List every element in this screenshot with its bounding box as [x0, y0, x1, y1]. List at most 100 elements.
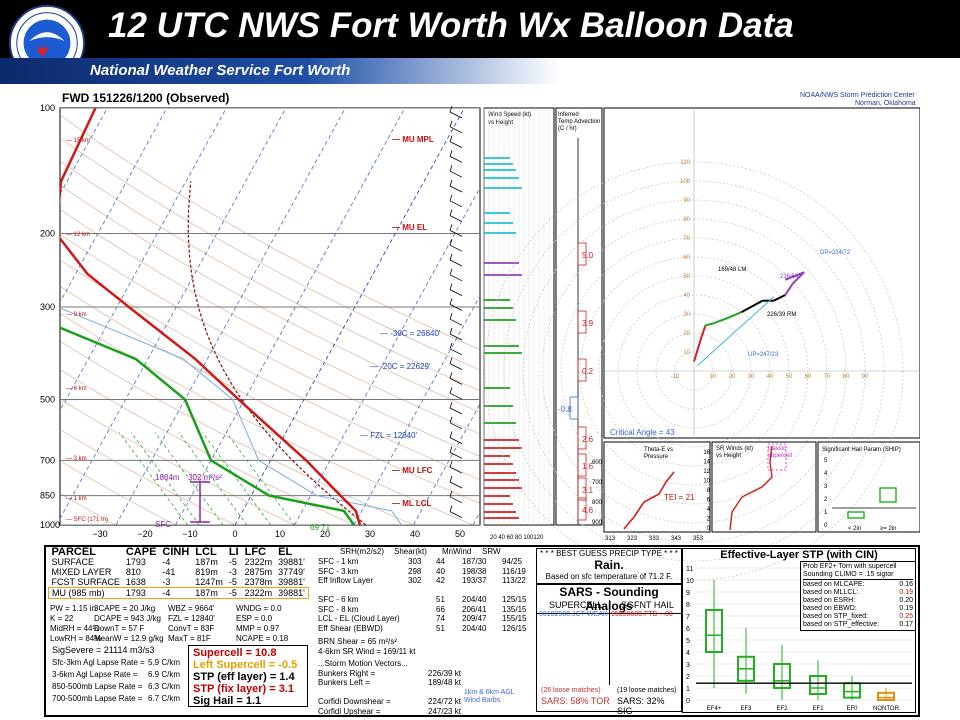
- kinematic-row: LCL - EL (Cloud Layer) 74 209/47 155/15: [318, 614, 532, 624]
- hodograph-trace: [784, 283, 794, 296]
- parcel-cell: -5: [228, 588, 237, 598]
- lapse-label: 3-6km Agl Lapse Rate =: [52, 670, 138, 679]
- kinematic-row: SFC - 1 km 303 44 187/30 94/25: [318, 557, 532, 567]
- parcel-cell: -3: [162, 577, 171, 587]
- stp-y-label: 1: [686, 686, 690, 693]
- critical-angle-line: [697, 296, 775, 366]
- wetbulb-trace: [60, 307, 403, 525]
- sars-col-supercell: SUPERCELL: [549, 600, 603, 610]
- wind-barb-flag: [449, 120, 453, 127]
- parcel-table: PARCEL CAPE CINH LCL LI LFC EL SURFACE 17…: [48, 547, 310, 599]
- wind-barb-flag: [449, 239, 453, 246]
- mixing-ratio-line: [130, 432, 200, 525]
- wind-barb-flag: [449, 416, 453, 423]
- wind-barb: [449, 156, 463, 163]
- theta-x-label: 343: [671, 536, 682, 542]
- kinematic-cell: 198/38: [462, 566, 487, 576]
- wind-barb-flag: [449, 194, 453, 201]
- critical-angle-label: Critical Angle = 43: [610, 428, 675, 437]
- wind-barb: [449, 170, 463, 178]
- lapse-row: 700-500mb Lapse Rate = 6.7 C/km: [52, 693, 192, 705]
- wind-barb: [449, 274, 463, 282]
- kinematic-cell: 44: [436, 557, 445, 566]
- precip-title: * * * BEST GUESS PRECIP TYPE * * *: [540, 549, 678, 558]
- stp-box: [705, 609, 723, 653]
- page-title: 12 UTC NWS Fort Worth Wx Balloon Data: [108, 6, 794, 45]
- ship-y-label: 3: [824, 484, 828, 490]
- hodo-y-tick: 40: [683, 293, 690, 299]
- parcel-cell: -5: [228, 557, 237, 567]
- advection-bar: [569, 396, 579, 420]
- title-banner: [0, 0, 960, 58]
- stp-legend-row: based on EBWD: 0.19: [803, 605, 913, 613]
- skewt-header: FWD 151226/1200 (Observed): [62, 91, 230, 105]
- stp-legend-row: based on STP_fixed: 0.25: [803, 613, 913, 621]
- col-header: LCL: [195, 546, 217, 558]
- sars-box: SARS - Sounding Analogs SUPERCELL SGFNT …: [536, 584, 682, 716]
- kinematic-cell: 135/15: [502, 604, 527, 614]
- inflow-height-label: 1884m: [155, 473, 180, 482]
- stp-y-label: 7: [686, 614, 690, 621]
- hodo-y-tick: 90: [683, 198, 690, 204]
- advection-value: 2.6: [582, 435, 594, 444]
- parcel-level-label: — MU MPL: [392, 135, 434, 144]
- storm-motion-title: ...Storm Motion Vectors...: [318, 659, 408, 668]
- stp-y-label: 6: [686, 626, 690, 633]
- isotherm-line: [353, 295, 480, 525]
- wind-barb-flag: [449, 283, 453, 290]
- sars-match-2-val: +.00: [659, 611, 673, 618]
- wind-barb-flag: [449, 209, 453, 216]
- parcel-cell: 39881': [278, 577, 305, 587]
- height-label: — 12 km: [66, 232, 90, 238]
- advection-value: 1.6: [582, 462, 594, 471]
- wind-barb-flag: [449, 313, 453, 320]
- skewt-plot: [60, 108, 480, 525]
- wind-barb-flag: [449, 490, 453, 497]
- storm-motion-label: Bunkers Left =: [318, 678, 370, 687]
- hodo-mean-label: 216/54: [780, 274, 799, 280]
- advection-value: 3.9: [582, 319, 594, 328]
- ship-frame: [817, 441, 920, 533]
- mixing-ratio-line: [154, 432, 224, 525]
- wind-axis-label: 20 40 60 80 100120: [490, 535, 544, 541]
- height-label: — 1 km: [66, 496, 87, 502]
- wind-panel-title: vs Height: [488, 120, 513, 126]
- dry-adiabat: [60, 234, 480, 457]
- hodo-y-tick: 20: [683, 331, 690, 337]
- pressure-tick-label: 850: [40, 491, 55, 501]
- advection-title: Inferred: [558, 112, 579, 118]
- misc-value: MidRH = 44%: [50, 624, 100, 633]
- isotherm-line: [413, 403, 480, 525]
- advection-bar: [577, 310, 587, 334]
- temperature-tick-label: 50: [455, 529, 465, 539]
- temperature-tick-label: −10: [182, 529, 197, 539]
- storm-motion-label: Corfidi Downshear =: [318, 697, 391, 706]
- theta-x-label: 313: [605, 536, 616, 542]
- kinematic-cell: 40: [436, 566, 445, 576]
- kinematic-cell: 126/15: [502, 623, 527, 633]
- stp-legend-label: based on MLCAPE:: [803, 581, 865, 588]
- spc-credit: NOAA/NWS Storm Prediction Center: [800, 92, 915, 99]
- sars-col-hail: SGFNT HAIL: [621, 600, 674, 610]
- kinematic-cell: 51: [436, 623, 445, 633]
- stp-box: [877, 691, 895, 702]
- wind-barb: [449, 111, 463, 119]
- sr-supercell-label: supercell: [768, 453, 792, 459]
- sr-title: vs Height: [716, 453, 741, 459]
- advection-title: Temp Advection: [558, 119, 600, 125]
- stp-legend-value: 0.19: [899, 589, 913, 596]
- lapse-row: Sfc-3km Agl Lapse Rate = 5.9 C/km: [52, 657, 192, 669]
- hodograph-trace: [727, 311, 742, 319]
- kinematic-header: SRH(m2/s2) Shear(kt) MnWind SRW: [318, 547, 532, 557]
- isotherm-line: [60, 108, 287, 520]
- kinematic-table: SRH(m2/s2) Shear(kt) MnWind SRW SFC - 1 km 30…: [318, 547, 532, 716]
- theta-trace: [623, 471, 675, 530]
- wind-barb-flag: [449, 253, 453, 261]
- sr-classic-label: classic: [768, 446, 786, 452]
- sars-loose-2: (19 loose matches): [617, 687, 677, 694]
- ship-y-label: 0: [824, 523, 828, 529]
- stp-legend-row: based on ESRH: 0.20: [803, 597, 913, 605]
- sigsevere: SigSevere = 21114 m3/s3: [52, 645, 155, 655]
- ship-title: Significant Hail Param (SHIP): [822, 447, 901, 453]
- theta-y-label: 900: [592, 520, 603, 526]
